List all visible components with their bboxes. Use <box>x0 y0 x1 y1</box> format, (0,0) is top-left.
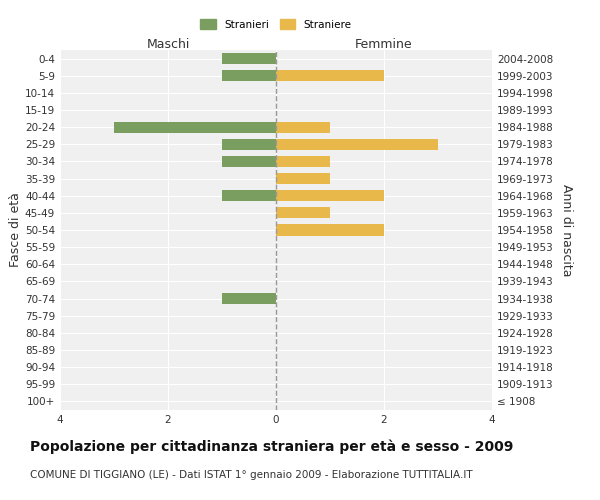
Bar <box>276 173 330 184</box>
Bar <box>276 156 330 167</box>
Bar <box>276 70 384 82</box>
Bar <box>276 138 438 150</box>
Bar <box>276 122 330 132</box>
Text: Maschi: Maschi <box>146 38 190 51</box>
Legend: Stranieri, Straniere: Stranieri, Straniere <box>196 15 356 34</box>
Bar <box>222 156 276 167</box>
Bar <box>222 293 276 304</box>
Y-axis label: Anni di nascita: Anni di nascita <box>560 184 573 276</box>
Bar <box>114 122 276 132</box>
Bar <box>222 70 276 82</box>
Y-axis label: Fasce di età: Fasce di età <box>9 192 22 268</box>
Bar <box>276 190 384 202</box>
Bar <box>276 208 330 218</box>
Bar <box>222 53 276 64</box>
Text: COMUNE DI TIGGIANO (LE) - Dati ISTAT 1° gennaio 2009 - Elaborazione TUTTITALIA.I: COMUNE DI TIGGIANO (LE) - Dati ISTAT 1° … <box>30 470 473 480</box>
Text: Popolazione per cittadinanza straniera per età e sesso - 2009: Popolazione per cittadinanza straniera p… <box>30 440 514 454</box>
Text: Femmine: Femmine <box>355 38 413 51</box>
Bar <box>222 190 276 202</box>
Bar <box>276 224 384 235</box>
Bar <box>222 138 276 150</box>
